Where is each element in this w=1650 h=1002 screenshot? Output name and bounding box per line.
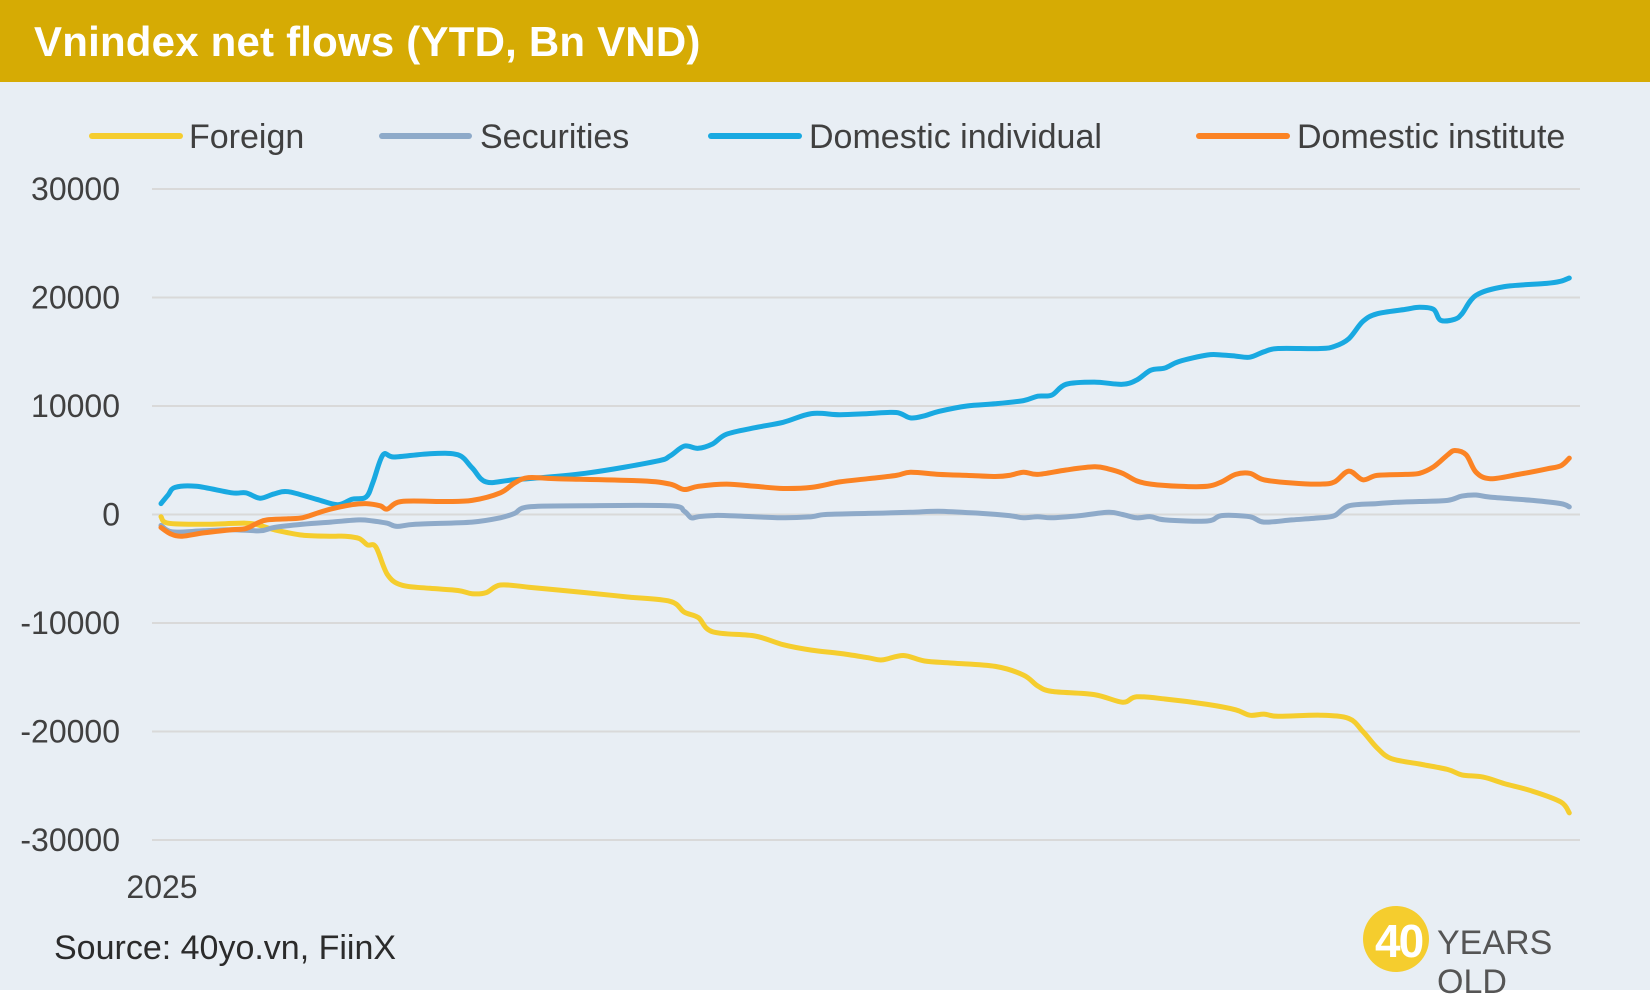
y-axis-ticks: 30000 20000 10000 0 -10000 -20000 -30000 — [20, 171, 120, 858]
source-note: Source: 40yo.vn, FiinX — [54, 929, 397, 967]
logo-number: 40 — [1375, 915, 1424, 967]
y-tick-label: -20000 — [20, 714, 120, 750]
brand-logo: 40 YEARS OLD — [1363, 904, 1613, 1001]
series-lines — [158, 275, 1572, 816]
y-tick-label: 30000 — [31, 171, 120, 207]
y-tick-label: -10000 — [20, 605, 120, 641]
grid-lines — [152, 188, 1580, 841]
title-bar: Vnindex net flows (YTD, Bn VND) — [0, 0, 1650, 82]
y-tick-label: -30000 — [20, 822, 120, 858]
legend: Foreign Securities Domestic individual Dome… — [89, 118, 1565, 156]
series-line-foreign — [158, 514, 1572, 816]
legend-label-foreign: Foreign — [189, 118, 304, 156]
chart-title: Vnindex net flows (YTD, Bn VND) — [34, 18, 701, 65]
series-line-securities — [158, 492, 1572, 535]
legend-label-domestic-institute: Domestic institute — [1297, 118, 1565, 156]
series-line-domestic-individual — [158, 275, 1572, 508]
y-tick-label: 10000 — [31, 388, 120, 424]
legend-label-securities: Securities — [480, 118, 629, 156]
series-line-domestic-institute — [158, 448, 1572, 539]
y-tick-label: 20000 — [31, 280, 120, 316]
legend-label-domestic-individual: Domestic individual — [809, 118, 1102, 156]
y-tick-label: 0 — [102, 497, 120, 533]
logo-text: YEARS OLD — [1437, 924, 1553, 1001]
logo-circle — [1363, 906, 1429, 972]
x-tick-label: 2025 — [126, 869, 197, 905]
